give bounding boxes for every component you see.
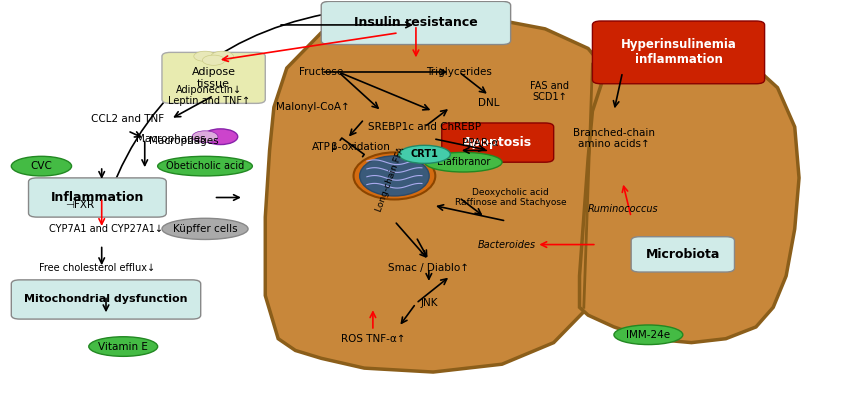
- Text: Branched-chain
amino acids↑: Branched-chain amino acids↑: [573, 128, 655, 149]
- Ellipse shape: [614, 325, 682, 344]
- Text: ⊣FXR: ⊣FXR: [66, 200, 95, 211]
- Ellipse shape: [354, 152, 435, 199]
- Text: Macrophages: Macrophages: [149, 135, 218, 146]
- Text: Macrophages: Macrophages: [136, 134, 205, 144]
- Text: CCL2 and TNF: CCL2 and TNF: [91, 114, 164, 124]
- Text: CVC: CVC: [30, 161, 53, 171]
- FancyBboxPatch shape: [442, 123, 554, 162]
- Text: Smac / Diablo↑: Smac / Diablo↑: [388, 263, 470, 273]
- Text: CRT1: CRT1: [411, 149, 439, 159]
- Text: JNK: JNK: [420, 298, 438, 308]
- Text: Deoxycholic acid
Raffinose and Stachyose: Deoxycholic acid Raffinose and Stachyose: [455, 188, 567, 207]
- Text: Long-chain FFA: Long-chain FFA: [375, 146, 406, 213]
- Ellipse shape: [399, 145, 451, 164]
- Ellipse shape: [157, 156, 253, 176]
- Polygon shape: [580, 37, 799, 342]
- FancyBboxPatch shape: [11, 280, 201, 319]
- Ellipse shape: [203, 129, 238, 145]
- Text: ATP↓: ATP↓: [311, 141, 339, 152]
- Text: ROS TNF-α↑: ROS TNF-α↑: [341, 334, 405, 344]
- Text: Microbiota: Microbiota: [645, 248, 720, 261]
- Text: Free cholesterol efflux↓: Free cholesterol efflux↓: [39, 263, 156, 273]
- Text: Hyperinsulinemia
inflammation: Hyperinsulinemia inflammation: [620, 38, 736, 66]
- Text: β-oxidation: β-oxidation: [330, 141, 389, 152]
- Text: IMM-24e: IMM-24e: [626, 330, 670, 340]
- Ellipse shape: [11, 156, 72, 176]
- Text: PPAR-α: PPAR-α: [462, 137, 499, 148]
- Text: CYP7A1 and CYP27A1↓: CYP7A1 and CYP27A1↓: [49, 224, 163, 234]
- Ellipse shape: [360, 156, 429, 196]
- FancyBboxPatch shape: [29, 178, 166, 217]
- Text: Bacteroides: Bacteroides: [477, 239, 535, 250]
- Text: Küpffer cells: Küpffer cells: [173, 224, 237, 234]
- Text: FAS and
SCD1↑: FAS and SCD1↑: [530, 81, 569, 102]
- Text: Elafibranor: Elafibranor: [437, 157, 490, 167]
- FancyBboxPatch shape: [162, 53, 266, 103]
- Ellipse shape: [89, 337, 157, 356]
- Circle shape: [211, 51, 234, 61]
- Ellipse shape: [425, 152, 502, 172]
- Text: Fructose: Fructose: [299, 67, 343, 77]
- Text: Apoptosis: Apoptosis: [463, 136, 532, 149]
- Ellipse shape: [162, 218, 248, 239]
- Circle shape: [202, 55, 225, 65]
- FancyBboxPatch shape: [593, 21, 765, 84]
- Text: Malonyl-CoA↑: Malonyl-CoA↑: [276, 102, 349, 112]
- Text: Adiponectin↓
Leptin and TNF↑: Adiponectin↓ Leptin and TNF↑: [169, 85, 250, 106]
- Text: Mitochondrial dysfunction: Mitochondrial dysfunction: [24, 295, 188, 305]
- Text: Vitamin E: Vitamin E: [99, 342, 148, 352]
- Text: Triglycerides: Triglycerides: [426, 67, 492, 77]
- FancyBboxPatch shape: [631, 237, 734, 272]
- Text: Adipose
tissue: Adipose tissue: [192, 67, 235, 88]
- Text: Inflammation: Inflammation: [51, 191, 144, 204]
- Polygon shape: [266, 15, 631, 372]
- Circle shape: [194, 51, 216, 61]
- Ellipse shape: [192, 131, 218, 143]
- Text: SREBP1c and ChREBP: SREBP1c and ChREBP: [368, 122, 481, 132]
- Text: Obeticholic acid: Obeticholic acid: [166, 161, 244, 171]
- FancyBboxPatch shape: [321, 2, 510, 45]
- Text: Ruminococcus: Ruminococcus: [587, 204, 658, 214]
- Text: Insulin resistance: Insulin resistance: [354, 17, 477, 30]
- FancyArrowPatch shape: [103, 14, 325, 214]
- Text: DNL: DNL: [478, 98, 500, 108]
